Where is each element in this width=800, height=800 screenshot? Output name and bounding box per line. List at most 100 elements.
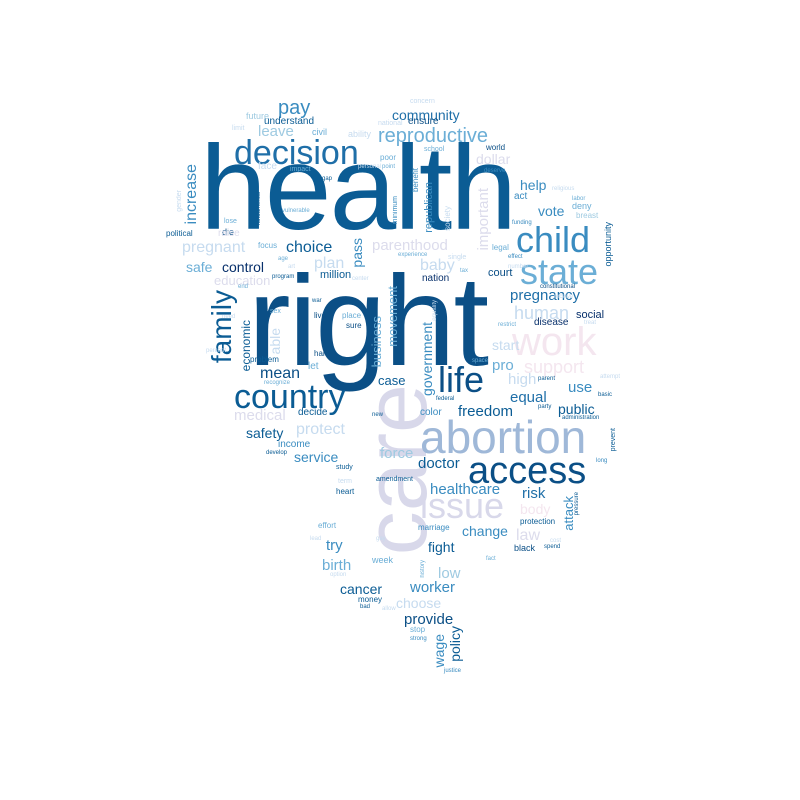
word-strong: strong xyxy=(410,636,427,642)
word-use: use xyxy=(568,379,593,396)
word-try: try xyxy=(326,537,343,554)
word-protect: protect xyxy=(296,421,345,438)
word-effect: effect xyxy=(508,254,523,260)
word-issue: issue xyxy=(420,485,505,526)
word-spend: spend xyxy=(544,544,561,550)
word-pressure: pressure xyxy=(574,492,580,516)
word-mean: mean xyxy=(260,365,301,382)
word-equality: equality xyxy=(432,300,438,321)
word-movement: movement xyxy=(385,286,400,347)
word-society: society xyxy=(443,206,452,231)
word-safety: safety xyxy=(246,425,284,441)
word-history: history xyxy=(420,560,426,578)
word-term: term xyxy=(338,478,352,485)
word-vote: vote xyxy=(538,203,565,219)
word-decision: decision xyxy=(234,134,359,172)
word-art: art xyxy=(288,264,296,270)
word-business: business xyxy=(369,316,384,368)
word-age: age xyxy=(278,256,289,262)
word-world: world xyxy=(486,143,506,152)
word-republican: republican xyxy=(423,182,435,233)
word-gap: gap xyxy=(322,176,333,182)
word-legal: legal xyxy=(492,243,509,252)
word-provide: provide xyxy=(404,611,454,628)
word-choose: choose xyxy=(396,595,442,611)
word-parent: parent xyxy=(538,376,556,382)
word-option: option xyxy=(330,572,347,578)
word-life: life xyxy=(438,359,485,400)
word-let: let xyxy=(308,361,319,372)
word-benefit: benefit xyxy=(411,168,420,193)
word-personal: personal xyxy=(358,164,382,170)
word-limit: limit xyxy=(232,125,245,132)
word-fundamental: fundamental xyxy=(256,192,262,226)
word-black: black xyxy=(514,543,536,553)
word-sure: sure xyxy=(346,321,362,330)
word-heart: heart xyxy=(336,487,355,496)
word-need: need xyxy=(222,314,236,320)
word-attempt: attempt xyxy=(600,374,621,380)
word-gender: gender xyxy=(176,190,183,212)
word-community: community xyxy=(392,107,460,123)
word-plan: plan xyxy=(314,255,345,272)
word-help: help xyxy=(520,177,547,193)
word-court: court xyxy=(488,267,513,279)
word-income: income xyxy=(278,439,311,450)
word-low: low xyxy=(438,565,461,582)
word-disease: disease xyxy=(534,317,569,328)
word-high: high xyxy=(508,371,537,388)
word-change: change xyxy=(462,523,508,539)
word-opportunity: opportunity xyxy=(603,222,613,267)
word-restrict: restrict xyxy=(498,322,516,328)
word-religious: religious xyxy=(552,186,575,192)
word-fight: fight xyxy=(428,539,455,555)
word-treat: treat xyxy=(584,320,597,326)
word-national: national xyxy=(378,120,403,127)
word-government: government xyxy=(419,322,435,396)
word-justice: justice xyxy=(444,668,462,674)
word-amendment: amendment xyxy=(376,476,413,483)
word-party: party xyxy=(538,404,552,410)
word-face: face xyxy=(258,161,277,172)
word-point: point xyxy=(382,164,396,170)
word-long: long xyxy=(596,458,608,464)
word-focus: focus xyxy=(258,241,278,250)
word-pregnancy: pregnancy xyxy=(510,287,581,304)
word-week: week xyxy=(372,555,394,565)
word-number: number xyxy=(508,264,529,270)
word-sex: sex xyxy=(270,308,281,315)
word-act: act xyxy=(514,191,528,202)
word-prevent: prevent xyxy=(610,428,617,452)
word-fact: fact xyxy=(486,556,496,562)
word-nation: nation xyxy=(422,273,450,284)
word-color: color xyxy=(420,407,442,418)
word-study: study xyxy=(336,464,353,471)
word-abortion: abortion xyxy=(420,411,587,463)
word-vulnerable: vulnerable xyxy=(282,208,310,214)
word-service: service xyxy=(294,449,339,465)
word-support: support xyxy=(524,357,585,377)
word-case: case xyxy=(378,373,406,388)
word-baby: baby xyxy=(420,257,455,274)
word-impact: impact xyxy=(290,166,311,173)
word-child: child xyxy=(516,219,591,260)
word-hard: hard xyxy=(314,349,331,358)
word-medical: medical xyxy=(234,407,286,424)
word-body: body xyxy=(520,501,551,517)
word-lose: lose xyxy=(224,218,237,225)
word-basic: basic xyxy=(598,392,613,398)
word-receive: receive xyxy=(554,294,574,300)
word-effort: effort xyxy=(318,521,337,530)
word-concern: concern xyxy=(410,98,435,105)
word-doctor: doctor xyxy=(418,455,460,472)
word-live: live xyxy=(314,311,327,320)
word-ability: ability xyxy=(348,129,372,139)
word-birth: birth xyxy=(322,557,352,574)
word-safe: safe xyxy=(186,259,213,275)
word-center: center xyxy=(352,276,369,282)
word-risk: risk xyxy=(522,485,546,502)
word-program: program xyxy=(272,274,295,280)
word-access: access xyxy=(468,450,587,492)
word-federal: federal xyxy=(436,396,455,402)
